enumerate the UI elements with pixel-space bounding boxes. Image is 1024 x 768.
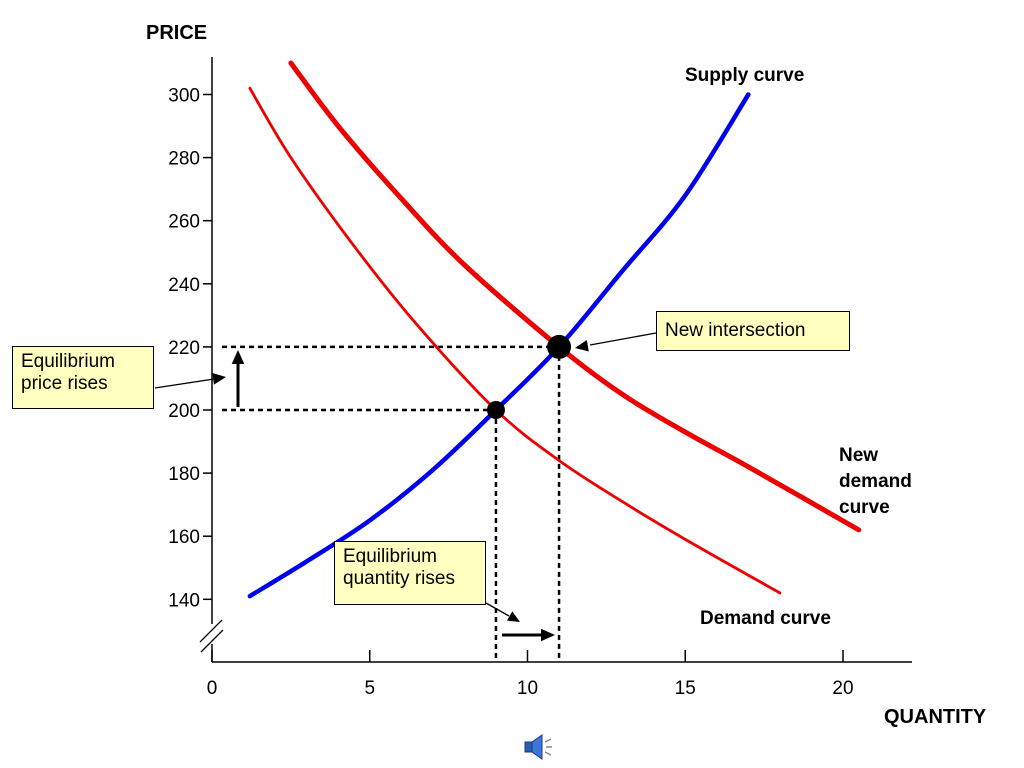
price-rises-note: Equilibrium price rises [12,346,154,409]
new-demand-curve [288,60,862,533]
quantity-right-arrowhead [541,628,555,642]
y-tick-label: 220 [168,338,200,359]
supply-curve-label: Supply curve [685,65,804,86]
axis-break-mark [200,629,224,653]
dotted-guides [222,345,561,662]
speaker-icon[interactable] [524,734,552,760]
arrows [154,332,657,642]
y-tick-label: 200 [168,401,200,422]
tick-labels: 140 160 180 200 220 240 260 280 300 0 5 10 15 20 [168,86,853,700]
y-tick-label: 240 [168,275,200,296]
axes [199,57,912,663]
new-intersection-note: New intersection [656,311,850,351]
x-tick-label: 20 [832,678,853,699]
y-tick-label: 140 [168,590,200,611]
y-tick-label: 300 [168,86,200,107]
new-demand-curve-label: New demand curve [839,445,917,518]
y-tick-label: 180 [168,464,200,485]
y-tick-label: 160 [168,527,200,548]
quantity-note-pointer [485,602,510,617]
y-tick-label: 280 [168,149,200,170]
y-axis-title: PRICE [146,22,207,44]
intersection-note-pointer [589,332,657,346]
x-tick-label: 15 [675,678,696,699]
equilibrium-point [486,401,505,419]
price-note-pointer [154,378,215,389]
axis-break-mark [199,619,223,643]
y-tick-label: 260 [168,212,200,233]
new-equilibrium-point [547,334,572,359]
demand-curve-label: Demand curve [700,608,831,629]
quantity-rises-note: Equilibrium quantity rises [334,541,486,605]
x-tick-label: 10 [517,678,538,699]
quantity-note-pointer-head [506,611,520,622]
equilibrium-points [486,334,572,419]
price-note-pointer-head [212,373,226,385]
intersection-note-pointer-head [575,339,589,352]
x-axis-title: QUANTITY [884,706,987,728]
x-tick-label: 5 [364,678,375,699]
price-up-arrowhead [231,350,245,364]
x-tick-label: 0 [207,678,218,699]
